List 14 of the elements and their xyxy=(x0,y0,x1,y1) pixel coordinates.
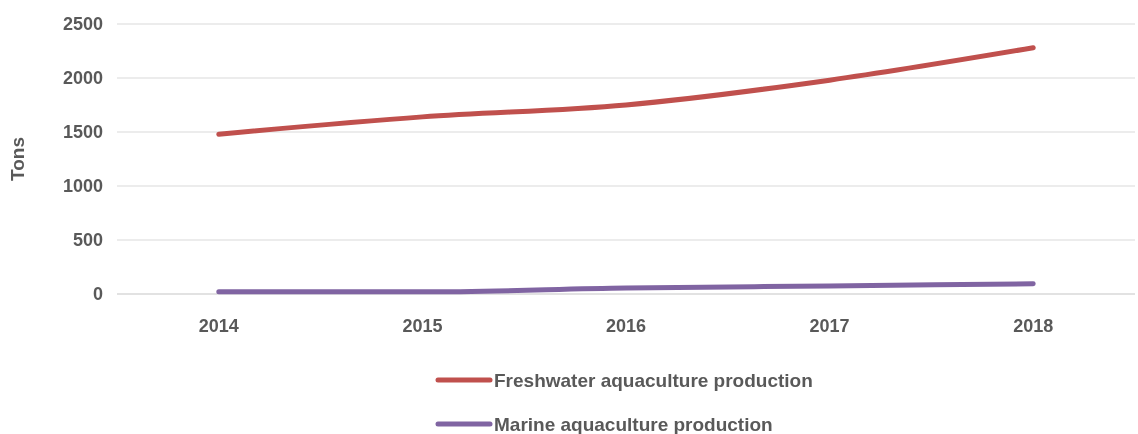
y-tick-label: 1500 xyxy=(62,122,103,143)
y-tick-label: 1000 xyxy=(62,176,103,197)
x-tick-label: 2014 xyxy=(198,316,239,336)
legend-label: Marine aquaculture production xyxy=(494,413,773,434)
x-tick-label: 2017 xyxy=(809,316,850,336)
y-tick-label: 0 xyxy=(92,284,103,305)
y-tick-label: 500 xyxy=(72,230,103,251)
y-axis-title: Tons xyxy=(7,137,28,181)
y-tick-label: 2000 xyxy=(62,68,103,89)
x-tick-label: 2018 xyxy=(1013,316,1054,336)
x-tick-label: 2016 xyxy=(605,316,647,336)
y-tick-label: 2500 xyxy=(62,14,103,35)
x-tick-label: 2015 xyxy=(402,316,443,336)
legend-label: Freshwater aquaculture production xyxy=(494,369,813,391)
